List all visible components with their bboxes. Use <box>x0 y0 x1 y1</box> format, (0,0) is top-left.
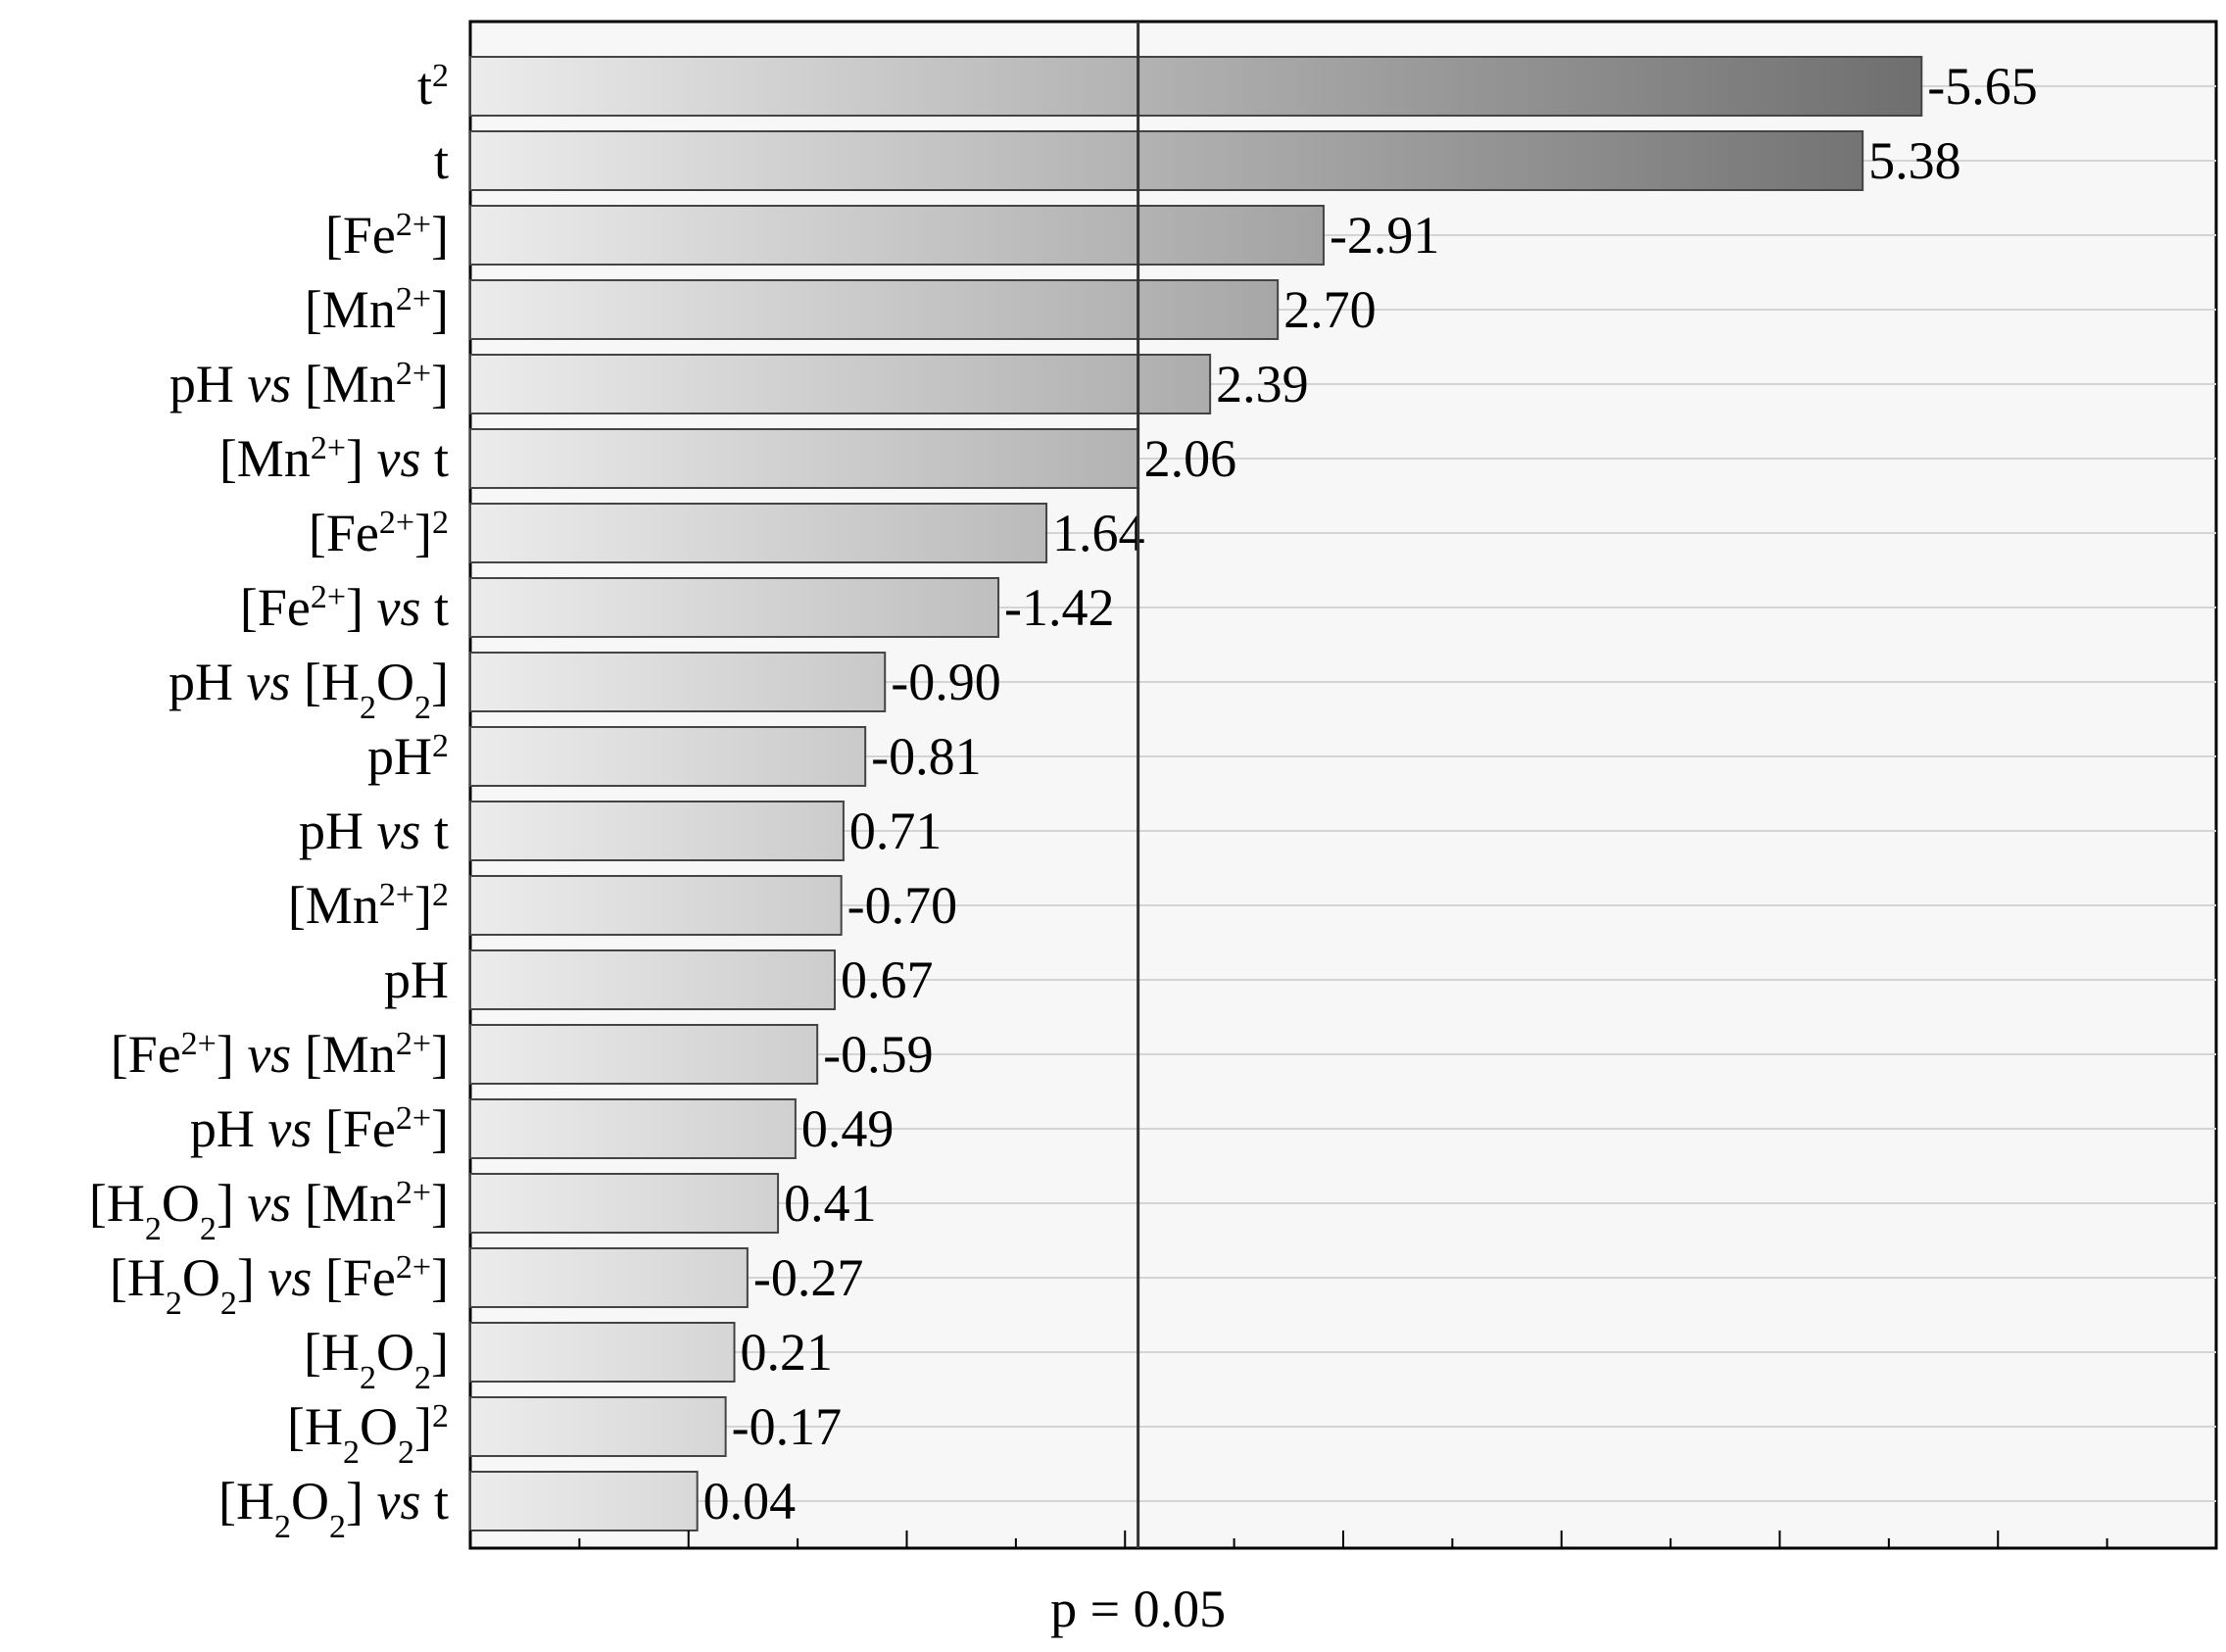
category-label: [Fe2+] <box>325 206 449 265</box>
category-label: pH vs [Mn2+] <box>169 355 449 413</box>
value-label: 0.71 <box>849 802 943 860</box>
bar <box>469 130 1864 191</box>
value-label: 0.04 <box>703 1472 797 1531</box>
category-label: pH vs t <box>299 802 449 860</box>
value-label: 0.49 <box>801 1099 895 1158</box>
category-label: pH2 <box>367 727 449 786</box>
value-label: 2.70 <box>1283 280 1377 339</box>
bar <box>469 652 887 712</box>
value-label: 1.64 <box>1052 504 1145 562</box>
bar <box>469 56 1923 117</box>
bar <box>469 726 867 787</box>
category-label: [H2O2] vs [Fe2+] <box>110 1248 449 1322</box>
bar <box>469 1024 819 1085</box>
value-label: -0.81 <box>871 727 981 786</box>
category-label: pH vs [Fe2+] <box>190 1099 449 1158</box>
bar <box>469 428 1139 489</box>
bar <box>469 1247 749 1308</box>
bar <box>469 1322 736 1383</box>
bar <box>469 354 1212 414</box>
bar <box>469 503 1048 563</box>
category-label: [Mn2+]2 <box>288 876 449 935</box>
bar <box>469 1173 780 1234</box>
value-label: -0.27 <box>753 1248 863 1307</box>
bar <box>469 1396 727 1457</box>
bar <box>469 577 1000 638</box>
category-labels: t2 t [Fe2+] [Mn2+] pH vs [Mn2+] [Mn2+] vs t [F… <box>89 57 449 1545</box>
bar <box>469 875 843 936</box>
bar <box>469 1098 797 1159</box>
value-label: 2.06 <box>1144 429 1237 488</box>
value-label: 5.38 <box>1868 131 1961 190</box>
category-label: [Fe2+] vs t <box>240 578 449 637</box>
category-label: [H2O2] vs [Mn2+] <box>89 1174 449 1247</box>
category-label: pH <box>384 950 449 1009</box>
value-label: -1.42 <box>1004 578 1114 637</box>
x-axis-ticks <box>469 1531 2217 1548</box>
bar <box>469 801 845 861</box>
category-label: [Mn2+] <box>305 280 449 339</box>
value-label: 2.39 <box>1216 355 1309 413</box>
value-label: 0.21 <box>741 1323 834 1382</box>
bar <box>469 949 836 1010</box>
value-label: 0.41 <box>784 1174 877 1233</box>
bar <box>469 1471 699 1531</box>
value-label: -5.65 <box>1927 57 2037 116</box>
category-label: pH vs [H2O2] <box>169 653 449 726</box>
value-label: -2.91 <box>1330 206 1439 265</box>
category-label: [H2O2] vs t <box>218 1472 449 1545</box>
category-label: [Fe2+] vs [Mn2+] <box>111 1025 449 1084</box>
category-label: [H2O2] <box>304 1323 449 1396</box>
category-label: t2 <box>417 57 449 116</box>
value-label: -0.59 <box>823 1025 933 1084</box>
value-labels: -5.65 5.38 -2.91 2.70 2.39 2.06 1.64 -1.42-0.90… <box>703 57 2038 1531</box>
x-axis-title: p = 0.05 <box>1050 1579 1226 1638</box>
category-label: t <box>434 131 449 190</box>
bar <box>469 205 1325 266</box>
category-label: [Mn2+] vs t <box>219 429 449 488</box>
category-label: [Fe2+]2 <box>309 504 449 562</box>
value-label: -0.17 <box>732 1397 842 1456</box>
category-label: [H2O2]2 <box>287 1397 449 1471</box>
value-label: -0.90 <box>891 653 1000 711</box>
value-label: 0.67 <box>841 950 934 1009</box>
value-label: -0.70 <box>847 876 957 935</box>
bar <box>469 279 1280 340</box>
bars <box>469 56 1923 1531</box>
